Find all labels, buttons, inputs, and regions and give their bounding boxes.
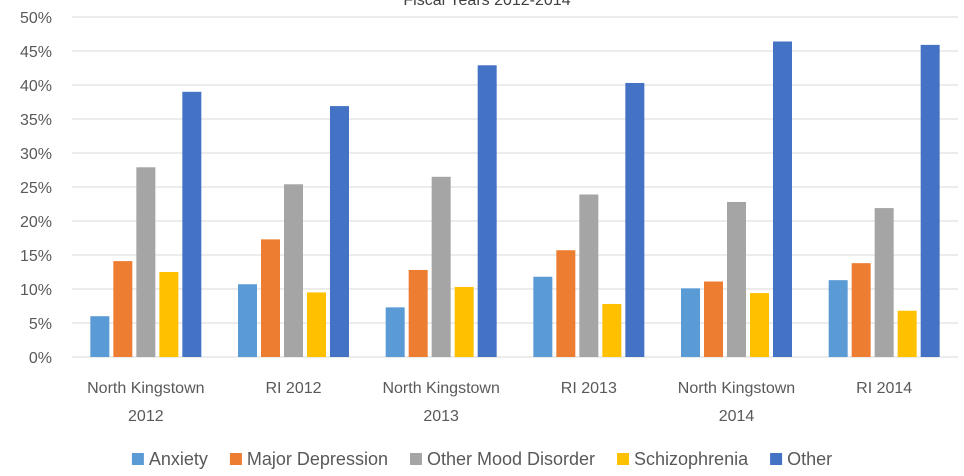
bar-other xyxy=(182,91,202,358)
legend-label: Major Depression xyxy=(247,449,388,469)
chart-title: Fiscal Years 2012-2014 xyxy=(403,0,570,9)
bar-major-depression xyxy=(113,261,133,357)
x-category-label: RI 2013 xyxy=(561,380,617,397)
x-category-label: RI 2012 xyxy=(265,380,321,397)
bar-schizophrenia xyxy=(307,292,326,357)
bar-major-depression xyxy=(408,269,428,357)
legend-swatch xyxy=(617,453,630,465)
x-category-label: 2012 xyxy=(128,408,164,425)
y-tick-label: 25% xyxy=(20,180,52,197)
bar-schizophrenia xyxy=(454,286,474,357)
y-tick-label: 50% xyxy=(20,10,52,27)
legend: Anxiety Major Depression Other Mood Disord… xyxy=(131,449,832,469)
bar-schizophrenia xyxy=(602,303,622,357)
bar-other-mood-disorder xyxy=(431,176,451,357)
x-axis: North Kingstown 2012 RI 2012 North Kingstow… xyxy=(87,380,912,425)
bar-major-depression xyxy=(556,250,576,357)
legend-item: Major Depression xyxy=(229,449,388,469)
bar-other xyxy=(773,41,792,357)
y-tick-label: 5% xyxy=(29,316,52,333)
y-tick-label: 0% xyxy=(29,350,52,367)
x-category-label: North Kingstown xyxy=(382,380,499,397)
bar-other-mood-disorder xyxy=(136,167,156,357)
bar-other-mood-disorder xyxy=(284,184,303,357)
y-tick-label: 15% xyxy=(20,248,52,265)
y-tick-label: 45% xyxy=(20,44,52,61)
bar-other-mood-disorder xyxy=(727,201,746,357)
bar-anxiety xyxy=(90,316,110,357)
bar-anxiety xyxy=(533,276,553,357)
x-category-label: North Kingstown xyxy=(87,380,204,397)
y-tick-label: 40% xyxy=(20,78,52,95)
legend-label: Schizophrenia xyxy=(634,449,749,469)
bar-schizophrenia xyxy=(897,310,917,357)
bar-major-depression xyxy=(851,263,871,357)
bar-anxiety xyxy=(385,307,405,357)
bar-major-depression xyxy=(704,281,723,357)
x-category-label: North Kingstown xyxy=(678,380,795,397)
bar-anxiety xyxy=(238,284,257,357)
bar-other xyxy=(920,44,940,357)
bar-schizophrenia xyxy=(750,293,769,357)
y-tick-label: 30% xyxy=(20,146,52,163)
bar-other-mood-disorder xyxy=(874,208,894,357)
bars xyxy=(90,41,940,358)
x-category-label: RI 2014 xyxy=(856,380,912,397)
legend-label: Anxiety xyxy=(149,449,208,469)
bar-anxiety xyxy=(828,280,848,357)
bar-major-depression xyxy=(261,239,280,357)
y-axis: 0% 5% 10% 15% 20% 25% 30% 35% 40% 45% 50% xyxy=(20,10,52,367)
legend-swatch xyxy=(131,453,144,465)
x-category-label: 2013 xyxy=(423,408,459,425)
gridlines xyxy=(72,16,958,358)
bar-schizophrenia xyxy=(159,272,179,357)
x-category-label: 2014 xyxy=(719,408,755,425)
legend-label: Other xyxy=(787,449,832,469)
legend-item: Schizophrenia xyxy=(617,449,749,469)
y-tick-label: 35% xyxy=(20,112,52,129)
legend-label: Other Mood Disorder xyxy=(427,449,595,469)
legend-swatch xyxy=(229,453,242,465)
legend-item: Other xyxy=(770,449,832,469)
legend-item: Other Mood Disorder xyxy=(409,449,595,469)
bar-other xyxy=(330,106,349,357)
bar-other xyxy=(477,65,497,357)
y-tick-label: 20% xyxy=(20,214,52,231)
bar-anxiety xyxy=(681,288,700,357)
bar-other-mood-disorder xyxy=(579,194,599,357)
legend-swatch xyxy=(770,453,783,465)
legend-swatch xyxy=(409,453,422,465)
legend-item: Anxiety xyxy=(131,449,208,469)
y-tick-label: 10% xyxy=(20,282,52,299)
bar-other xyxy=(625,82,645,358)
